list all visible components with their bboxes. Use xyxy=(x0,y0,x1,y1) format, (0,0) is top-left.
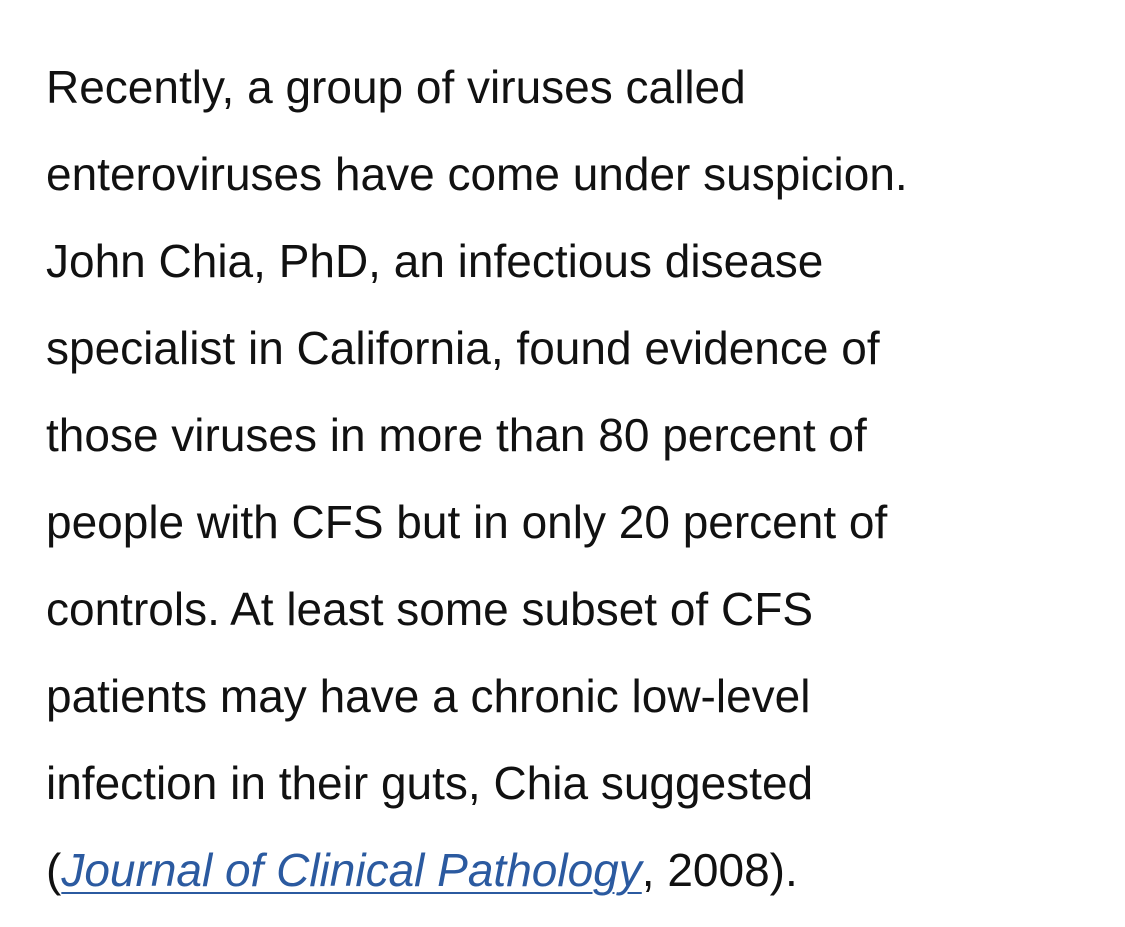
citation-suffix: , 2008). xyxy=(641,844,798,896)
paragraph-line: those viruses in more than 80 percent of xyxy=(46,409,867,461)
paragraph-line: patients may have a chronic low-level xyxy=(46,670,811,722)
paragraph-line: enteroviruses have come under suspicion. xyxy=(46,148,908,200)
journal-citation-link[interactable]: Journal of Clinical Pathology xyxy=(61,844,642,896)
paragraph-line: Recently, a group of viruses called xyxy=(46,61,746,113)
paragraph-line: people with CFS but in only 20 percent o… xyxy=(46,496,888,548)
article-paragraph: Recently, a group of viruses called ente… xyxy=(46,44,1116,914)
paragraph-line: specialist in California, found evidence… xyxy=(46,322,880,374)
paragraph-line: John Chia, PhD, an infectious disease xyxy=(46,235,824,287)
paragraph-line: infection in their guts, Chia suggested xyxy=(46,757,814,809)
paragraph-line: controls. At least some subset of CFS xyxy=(46,583,813,635)
citation-line: (Journal of Clinical Pathology, 2008). xyxy=(46,827,1116,914)
citation-open-paren: ( xyxy=(46,844,62,896)
